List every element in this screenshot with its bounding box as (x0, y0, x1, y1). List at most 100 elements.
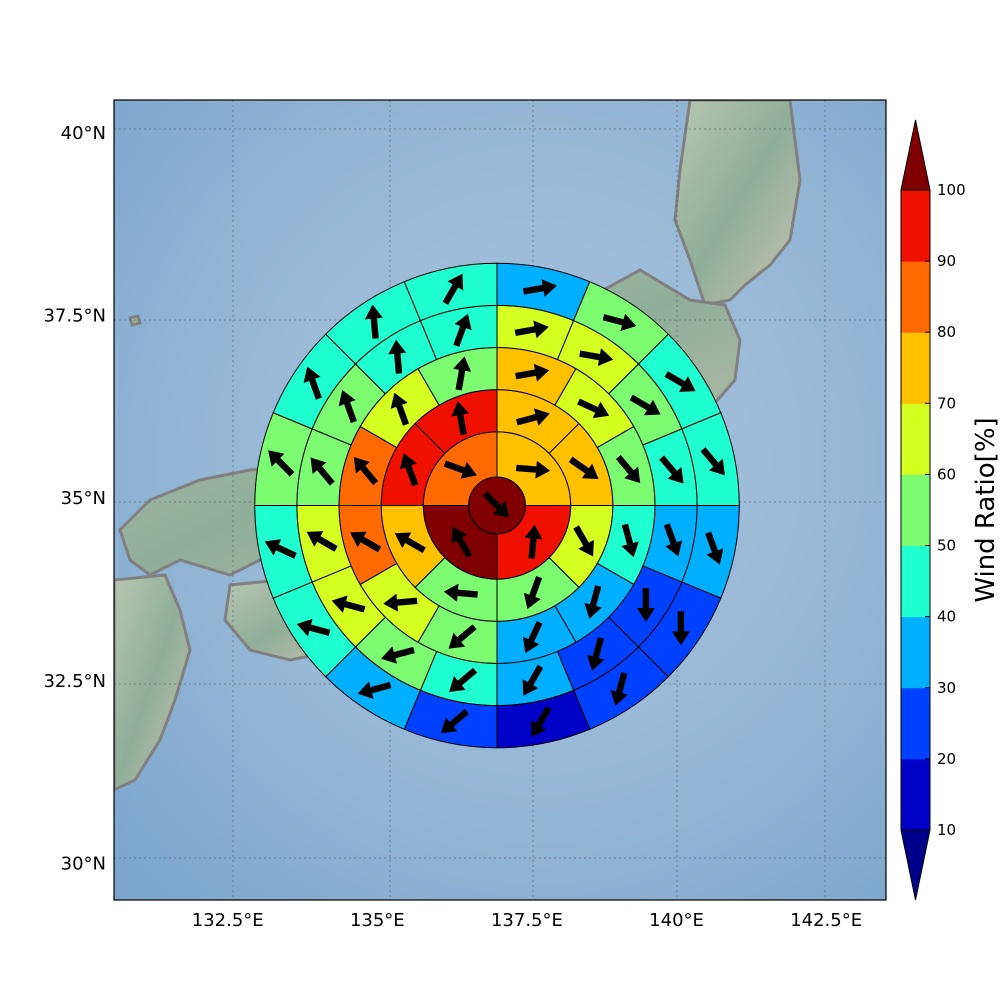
lat-tick-label: 40°N (61, 123, 106, 144)
map-area (114, 100, 886, 900)
lat-tick-label: 30°N (61, 853, 106, 874)
wind-arrow-ring6-12 (264, 539, 297, 559)
wind-arrow-ring5-14 (338, 390, 357, 424)
wind-arrow-ring5-15 (388, 339, 407, 374)
land-northeast-honshu (673, 100, 802, 307)
wind-arrow-ring6-8 (530, 706, 552, 738)
wind-arrow-ring1-1 (482, 491, 509, 518)
colorbar-extend-min (900, 829, 931, 901)
colorbar-tick-label: 60 (937, 465, 956, 483)
land-small-island (128, 314, 142, 327)
wind-arrow-ring4-7 (448, 624, 477, 649)
colorbar-segment (901, 687, 930, 760)
wind-arrow-ring6-1 (522, 279, 557, 297)
wind-arrow-ring4-3 (615, 455, 641, 484)
colorbar: 10 20 30 40 50 60 70 80 90 100 (900, 119, 966, 901)
wind-arrow-ring6-3 (664, 371, 696, 392)
wind-arrow-ring6-16 (442, 273, 464, 305)
colorbar-tick-label: 20 (937, 750, 956, 768)
wind-arrow-ring6-9 (440, 709, 469, 734)
wind-arrow-ring6-15 (364, 304, 383, 339)
lat-tick-label: 35°N (61, 488, 106, 509)
wind-arrow-ring5-2 (579, 348, 614, 366)
lon-tick-label: 140°E (649, 910, 704, 931)
wind-arrow-ring3-8 (451, 401, 470, 436)
wind-arrow-ring4-6 (523, 621, 543, 654)
wind-arrow-ring4-9 (350, 531, 382, 553)
wind-arrow-ring4-2 (577, 398, 610, 419)
wind-arrow-ring3-2 (568, 456, 599, 479)
wind-arrow-ring4-4 (621, 523, 639, 558)
colorbar-segment (901, 545, 930, 618)
lon-tick-label: 142.5°E (790, 910, 862, 931)
wind-arrow-ring4-10 (353, 457, 379, 486)
wind-arrow-ring5-7 (587, 637, 605, 671)
wind-arrow-ring6-11 (296, 618, 331, 637)
colorbar-tick-label: 30 (937, 679, 956, 697)
wind-arrow-ring2-1 (515, 460, 551, 479)
wind-arrow-ring5-16 (453, 313, 472, 347)
land-kyushu (114, 573, 192, 792)
wind-arrow-ring5-13 (310, 457, 335, 486)
colorbar-tick-label: 10 (937, 821, 956, 839)
wind-arrow-ring5-10 (381, 646, 415, 664)
colorbar-extend-max (900, 119, 931, 191)
wind-arrow-ring3-6 (394, 532, 426, 553)
wind-arrow-ring6-6 (671, 611, 690, 646)
lat-tick-label: 32.5°N (43, 671, 106, 692)
colorbar-segment (901, 758, 930, 831)
wind-arrow-ring6-10 (357, 681, 392, 699)
lon-tick-labels: 132.5°E 135°E 137.5°E 140°E 142.5°E (192, 910, 862, 931)
colorbar-segment (901, 261, 930, 333)
wind-arrow-ring5-12 (306, 531, 338, 552)
wind-arrow-ring4-5 (584, 585, 602, 619)
colorbar-segment (901, 332, 930, 404)
wind-arrow-ring6-7 (610, 672, 628, 706)
lon-tick-label: 137.5°E (491, 910, 563, 931)
wind-arrow-ring5-4 (659, 455, 684, 484)
wind-arrow-ring5-6 (636, 588, 655, 622)
wind-arrow-ring5-5 (663, 523, 683, 557)
wind-arrow-ring5-3 (629, 394, 661, 416)
lon-tick-label: 135°E (350, 910, 405, 931)
colorbar-frame (900, 189, 931, 831)
colorbar-tick-label: 80 (937, 323, 956, 341)
map-frame (113, 99, 887, 901)
wind-arrow-ring2-4 (443, 460, 477, 479)
colorbar-tick-label: 100 (937, 181, 966, 199)
colorbar-segment (901, 190, 930, 262)
wind-arrow-ring6-13 (268, 450, 295, 477)
wind-arrow-ring2-2 (524, 524, 543, 559)
wind-arrow-ring5-11 (331, 595, 366, 613)
colorbar-segment (901, 616, 930, 689)
wind-arrow-ring4-1 (515, 363, 550, 382)
lon-tick-label: 132.5°E (192, 910, 264, 931)
wind-arrow-ring6-2 (602, 313, 637, 331)
wind-arrow-ring3-3 (573, 525, 594, 557)
wind-arrow-ring4-12 (453, 356, 471, 391)
colorbar-tick-label: 90 (937, 252, 956, 270)
colorbar-label: Wind Ratio[%] (971, 417, 1000, 602)
wind-arrow-ring5-9 (449, 667, 478, 692)
lat-tick-label: 37.5°N (43, 306, 106, 327)
wind-arrow-ring3-1 (516, 408, 550, 426)
wind-arrow-ring5-1 (514, 320, 549, 339)
wind-arrow-ring3-4 (523, 576, 543, 609)
colorbar-segment (901, 474, 930, 547)
wind-arrow-ring5-8 (522, 664, 544, 696)
wind-arrow-ring6-4 (700, 447, 725, 476)
wind-arrow-ring6-5 (705, 531, 724, 565)
colorbar-tick-label: 70 (937, 394, 956, 412)
wind-arrow-ring3-7 (399, 453, 419, 487)
wind-arrows (264, 273, 725, 738)
wind-arrow-ring2-3 (451, 526, 473, 558)
wind-arrow-ring4-8 (383, 593, 418, 612)
wind-arrow-ring6-14 (303, 366, 322, 400)
lat-tick-labels: 40°N 37.5°N 35°N 32.5°N 30°N (43, 123, 106, 875)
colorbar-tick-label: 50 (937, 537, 956, 555)
colorbar-segment (901, 403, 930, 475)
wind-arrow-ring3-5 (443, 583, 478, 602)
colorbar-tick-label: 40 (937, 608, 956, 626)
wind-arrow-ring4-11 (390, 392, 409, 426)
